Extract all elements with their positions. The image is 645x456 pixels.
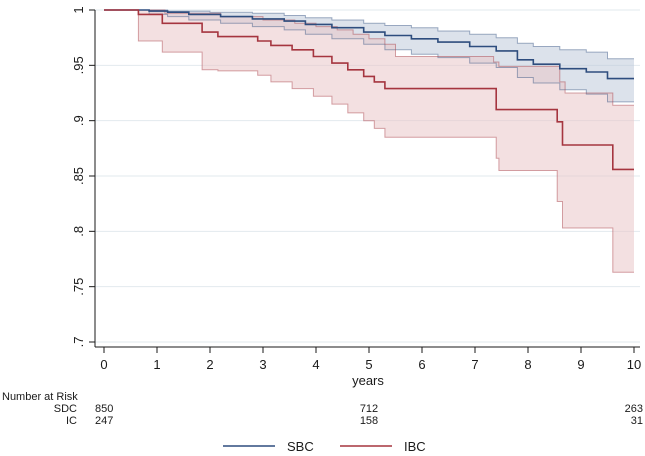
risk-count: 712 <box>360 403 378 415</box>
risk-count: 31 <box>631 415 643 427</box>
x-axis-title: years <box>352 373 384 388</box>
y-tick-label: .7 <box>71 337 86 348</box>
x-tick-label: 9 <box>577 357 584 372</box>
x-tick-label: 7 <box>471 357 478 372</box>
x-tick-label: 10 <box>627 357 641 372</box>
x-tick-label: 8 <box>524 357 531 372</box>
sbc-legend-label: SBC <box>287 439 314 454</box>
x-tick-label: 3 <box>259 357 266 372</box>
ibc-ci-band <box>104 10 634 273</box>
axes: .7 .75 .8 .85 .9 .95 1 0 1 2 3 4 5 6 7 8 9 10 years <box>71 6 641 388</box>
ibc-ci-lower-line <box>104 9 634 273</box>
risk-count: 247 <box>95 415 113 427</box>
sbc-ci-band <box>104 10 634 102</box>
legend: SBC IBC <box>223 439 426 454</box>
x-tick-label: 6 <box>418 357 425 372</box>
risk-row-label: IC <box>66 415 77 427</box>
x-tick-label: 0 <box>100 357 107 372</box>
y-tick-label: .85 <box>71 167 86 185</box>
x-tick-label: 2 <box>206 357 213 372</box>
risk-count: 850 <box>95 403 113 415</box>
risk-count: 158 <box>360 415 378 427</box>
y-tick-label: .9 <box>71 115 86 126</box>
sbc-ci-lower-line <box>104 9 634 103</box>
x-tick-label: 5 <box>365 357 372 372</box>
y-tick-label: .75 <box>71 278 86 296</box>
y-tick-label: .8 <box>71 226 86 237</box>
ibc-survival-line <box>104 9 634 171</box>
sbc-survival-line <box>104 9 634 80</box>
ibc-ci-upper-line <box>104 9 634 106</box>
y-tick-label: 1 <box>71 6 86 13</box>
ibc-legend-label: IBC <box>404 439 426 454</box>
confidence-bands <box>104 10 634 273</box>
x-tick-label: 4 <box>312 357 319 372</box>
risk-row-label: SDC <box>54 403 77 415</box>
y-ticks: .7 .75 .8 .85 .9 .95 1 <box>71 6 95 347</box>
x-ticks: 0 1 2 3 4 5 6 7 8 9 10 <box>100 347 641 372</box>
sbc-ci-upper-line <box>104 9 634 60</box>
survival-curves <box>104 9 634 273</box>
number-at-risk-table: Number at Risk SDC 850 712 263 IC 247 158 31 <box>2 391 643 427</box>
y-tick-label: .95 <box>71 56 86 74</box>
x-tick-label: 1 <box>153 357 160 372</box>
risk-table-title: Number at Risk <box>2 391 78 403</box>
risk-count: 263 <box>625 403 643 415</box>
